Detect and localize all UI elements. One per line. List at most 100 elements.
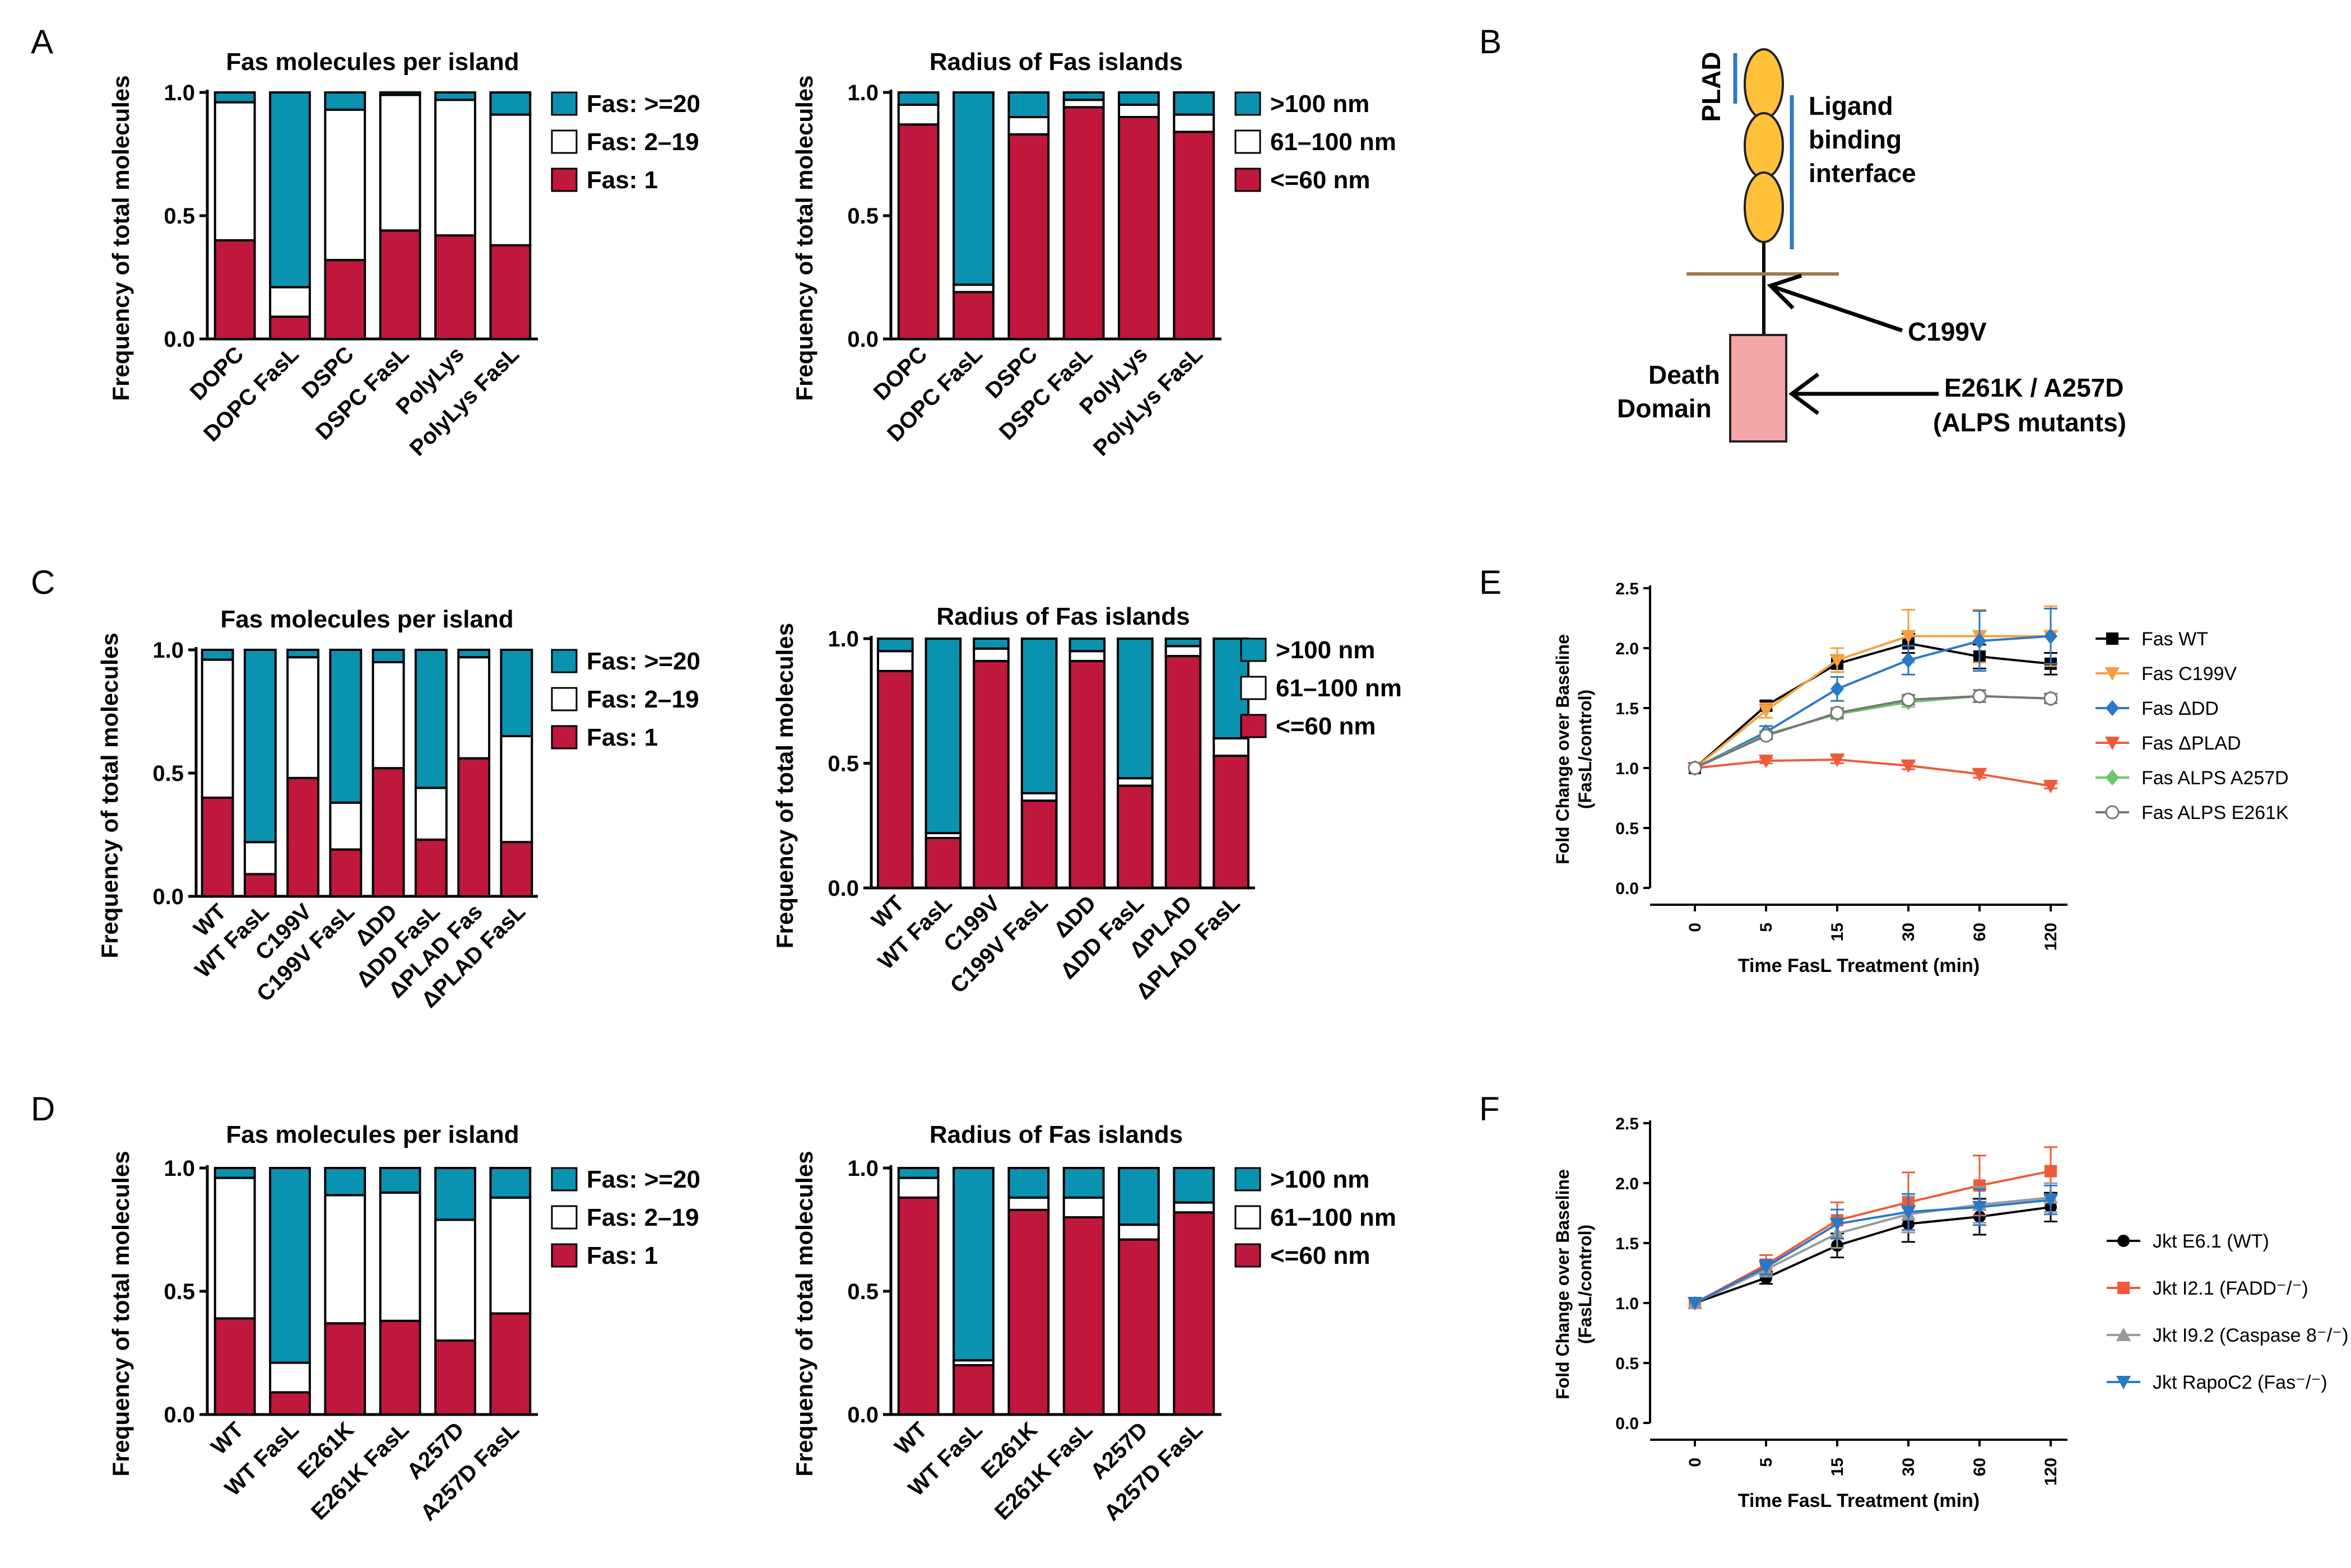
bar-segment bbox=[1173, 1201, 1215, 1214]
ligand-label-1: Ligand bbox=[1809, 91, 1893, 120]
data-point bbox=[1901, 652, 1916, 668]
chart-a-fas-molecules: Fas molecules per island 0.0 0.5 1.0 Frequen… bbox=[108, 48, 700, 461]
bar-segment bbox=[897, 104, 940, 126]
y-axis-label: Frequency of total molecules bbox=[108, 75, 134, 401]
y-tick-label: 1.5 bbox=[1615, 1235, 1639, 1253]
y-axis-label: (FasL/control) bbox=[1575, 690, 1595, 809]
legend-swatch bbox=[551, 1205, 578, 1230]
legend-label: Fas: 1 bbox=[587, 166, 658, 194]
series-line bbox=[1694, 1198, 2051, 1304]
bar-segment bbox=[379, 1167, 421, 1194]
legend-label: 61–100 nm bbox=[1270, 1204, 1396, 1231]
panel-label-f: F bbox=[1479, 1090, 1500, 1128]
bar-segment bbox=[897, 123, 940, 340]
bar-segment bbox=[286, 649, 320, 659]
bar-segment bbox=[897, 1196, 940, 1416]
bar-segment bbox=[269, 1391, 311, 1416]
bar-segment bbox=[500, 649, 533, 737]
panel-label-d: D bbox=[31, 1090, 55, 1128]
c199v-arrow-line bbox=[1772, 285, 1903, 333]
chart-c-fas-molecules: Fas molecules per island 0.0 0.5 1.0 Frequen… bbox=[96, 606, 700, 1013]
bar-segment bbox=[434, 91, 476, 101]
legend-swatch bbox=[1234, 1205, 1261, 1230]
data-point bbox=[1687, 1297, 1703, 1311]
bar-segment bbox=[953, 91, 995, 286]
series-line bbox=[1694, 635, 2051, 769]
data-point bbox=[2105, 805, 2120, 820]
y-tick-label: 1.0 bbox=[152, 638, 184, 663]
x-tick-label: 30 bbox=[1899, 1458, 1918, 1476]
series-line bbox=[1694, 1196, 2051, 1304]
bar-segment bbox=[953, 1167, 995, 1362]
y-tick-label: 0.5 bbox=[1615, 820, 1639, 838]
x-tick-label: 120 bbox=[2042, 923, 2060, 951]
ecd-domain-1 bbox=[1744, 48, 1784, 120]
y-tick-label: 0.0 bbox=[847, 1403, 879, 1427]
y-tick-label: 2.0 bbox=[1615, 1175, 1639, 1193]
bar-segment bbox=[201, 797, 234, 897]
panel-label-b: B bbox=[1479, 23, 1502, 61]
y-tick-label: 0.5 bbox=[1615, 1355, 1639, 1373]
bar-segment bbox=[1173, 1167, 1215, 1204]
bar-segment bbox=[1062, 1196, 1105, 1219]
bar-segment bbox=[457, 656, 491, 760]
legend-label: Jkt I2.1 (FADD⁻/⁻) bbox=[2153, 1278, 2308, 1299]
bar-segment bbox=[897, 1176, 940, 1199]
bar-segment bbox=[1118, 1238, 1160, 1416]
bar-segment bbox=[1118, 1167, 1160, 1226]
y-axis-label: Fold Change over Baseline bbox=[1553, 1169, 1573, 1399]
y-tick-label: 2.5 bbox=[1615, 580, 1639, 598]
bar-segment bbox=[269, 1167, 311, 1364]
bar-segment bbox=[324, 1322, 366, 1416]
y-tick-label: 1.0 bbox=[1615, 760, 1639, 778]
death-domain-box bbox=[1729, 334, 1787, 443]
bar-segment bbox=[1062, 106, 1105, 340]
y-tick-label: 0.0 bbox=[1615, 1415, 1639, 1433]
y-tick-label: 2.5 bbox=[1615, 1115, 1639, 1133]
x-axis-label: Time FasL Treatment (min) bbox=[1738, 1490, 1980, 1511]
bar-segment bbox=[1117, 784, 1154, 890]
bar-segment bbox=[1118, 104, 1160, 118]
data-point bbox=[2104, 667, 2120, 681]
legend-label: Fas: 1 bbox=[587, 1242, 658, 1269]
bar-segment bbox=[329, 649, 363, 804]
legend-label: Fas: >=20 bbox=[587, 1166, 700, 1193]
data-point bbox=[2105, 769, 2120, 786]
bar-segment bbox=[213, 1317, 256, 1416]
legend-label: >100 nm bbox=[1270, 90, 1369, 118]
bar-segment bbox=[1007, 116, 1050, 136]
data-point bbox=[2105, 700, 2120, 716]
y-tick-label: 1.0 bbox=[164, 81, 195, 105]
legend-swatch bbox=[1240, 714, 1267, 738]
bar-segment bbox=[379, 94, 421, 232]
legend-label: <=60 nm bbox=[1270, 1242, 1370, 1269]
chart-title: Fas molecules per island bbox=[220, 606, 513, 633]
bar-segment bbox=[1118, 1223, 1160, 1241]
legend-swatch bbox=[551, 1167, 578, 1192]
legend-label: Fas WT bbox=[2141, 629, 2208, 650]
bar-segment bbox=[897, 91, 940, 106]
y-tick-label: 0.5 bbox=[847, 1279, 879, 1304]
fas-diagram: PLAD Ligand binding interface Death Doma… bbox=[1617, 48, 2126, 443]
legend-label: Fas C199V bbox=[2141, 663, 2237, 685]
mutant-arrow-head bbox=[1788, 373, 1820, 415]
bar-segment bbox=[897, 1167, 940, 1179]
c199v-label: C199V bbox=[1908, 317, 1987, 346]
legend-swatch bbox=[551, 167, 578, 192]
bar-segment bbox=[1164, 645, 1202, 658]
x-tick-label: WT bbox=[867, 891, 909, 933]
series-line bbox=[1694, 695, 2051, 769]
bar-segment bbox=[500, 841, 533, 897]
bar-segment bbox=[489, 1312, 532, 1416]
bar-segment bbox=[1173, 113, 1215, 133]
data-point bbox=[1901, 630, 1916, 644]
bar-segment bbox=[324, 259, 366, 341]
bar-segment bbox=[324, 1167, 366, 1197]
data-point bbox=[1972, 689, 1987, 704]
x-tick-label: 120 bbox=[2042, 1458, 2060, 1486]
data-point bbox=[1901, 759, 1916, 773]
series-line bbox=[1694, 635, 2051, 769]
bar-segment bbox=[489, 1167, 532, 1199]
legend-label: Fas: >=20 bbox=[587, 90, 700, 118]
y-tick-label: 1.0 bbox=[828, 627, 859, 652]
